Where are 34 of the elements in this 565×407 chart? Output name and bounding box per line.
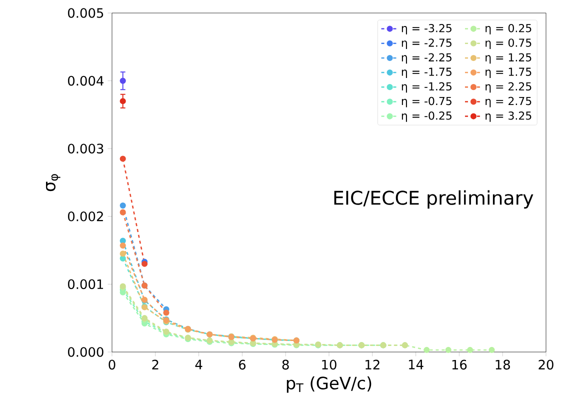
legend-label: η = 1.25 xyxy=(486,53,532,64)
legend-label: η = -1.25 xyxy=(402,82,452,93)
y-tick-label: 0.003 xyxy=(68,144,104,154)
x-tick-label: 18 xyxy=(496,360,510,370)
legend-label: η = -3.25 xyxy=(402,24,452,34)
y-axis-title: σ$_{φ}$ xyxy=(46,174,60,192)
legend-label: η = 1.75 xyxy=(486,68,532,78)
legend-label: η = -0.25 xyxy=(402,111,452,122)
x-tick-label: 16 xyxy=(452,360,467,370)
x-tick-label: 0 xyxy=(108,360,116,370)
legend-label: η = 3.25 xyxy=(486,111,532,122)
x-tick-label: 10 xyxy=(322,360,336,370)
legend-label: η = 2.75 xyxy=(486,96,532,108)
x-tick-label: 12 xyxy=(366,360,380,370)
y-tick-label: 0.005 xyxy=(68,8,104,18)
y-tick-label: 0.001 xyxy=(68,279,104,290)
y-tick-label: 0.002 xyxy=(68,212,103,222)
x-tick-label: 6 xyxy=(238,360,246,370)
legend-label: η = -2.25 xyxy=(402,53,452,64)
x-tick-label: 4 xyxy=(195,360,202,370)
x-tick-label: 8 xyxy=(282,360,289,370)
legend-label: η = -1.75 xyxy=(402,68,452,78)
x-tick-label: 14 xyxy=(408,360,424,370)
y-tick-label: 0.004 xyxy=(68,76,104,86)
x-tick-label: 20 xyxy=(538,360,554,370)
y-tick-label: 0.000 xyxy=(68,347,104,357)
legend-label: η = -2.75 xyxy=(402,38,452,49)
legend-label: η = 2.25 xyxy=(486,82,532,93)
legend-label: η = 0.75 xyxy=(486,38,532,49)
legend-label: η = -0.75 xyxy=(402,96,452,108)
legend-label: η = 0.25 xyxy=(486,24,532,34)
annotation: EIC/ECCE preliminary xyxy=(334,190,534,209)
x-tick-label: 2 xyxy=(152,360,158,370)
x-axis-title: p$_{T}$ (GeV/c) xyxy=(286,376,372,393)
